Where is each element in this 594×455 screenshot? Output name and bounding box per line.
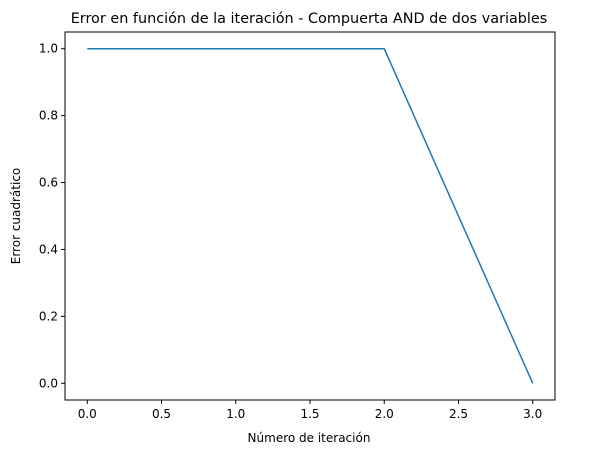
x-tick-label: 1.0: [226, 407, 245, 421]
chart-title: Error en función de la iteración - Compu…: [71, 11, 548, 27]
x-tick-label: 1.5: [300, 407, 319, 421]
y-tick-label: 0.2: [39, 309, 58, 323]
x-tick-label: 2.5: [449, 407, 468, 421]
y-tick-label: 0.0: [39, 376, 58, 390]
series-line: [87, 47, 534, 384]
x-tick-label: 0.5: [152, 407, 171, 421]
series-layer: [87, 47, 534, 384]
y-axis-label: Error cuadrático: [9, 168, 23, 265]
x-tick-label: 0.0: [78, 407, 97, 421]
x-axis: 0.0 0.5 1.0 1.5 2.0 2.5 3.0: [78, 400, 542, 421]
y-tick-label: 0.6: [39, 176, 58, 190]
plot-area: [64, 31, 556, 401]
x-axis-label: Número de iteración: [248, 431, 371, 445]
y-tick-label: 1.0: [39, 42, 58, 56]
y-axis: 0.0 0.2 0.4 0.6 0.8 1.0: [39, 42, 65, 390]
y-tick-label: 0.8: [39, 109, 58, 123]
y-tick-label: 0.4: [39, 242, 58, 256]
x-tick-label: 2.0: [375, 407, 394, 421]
x-tick-label: 3.0: [523, 407, 542, 421]
